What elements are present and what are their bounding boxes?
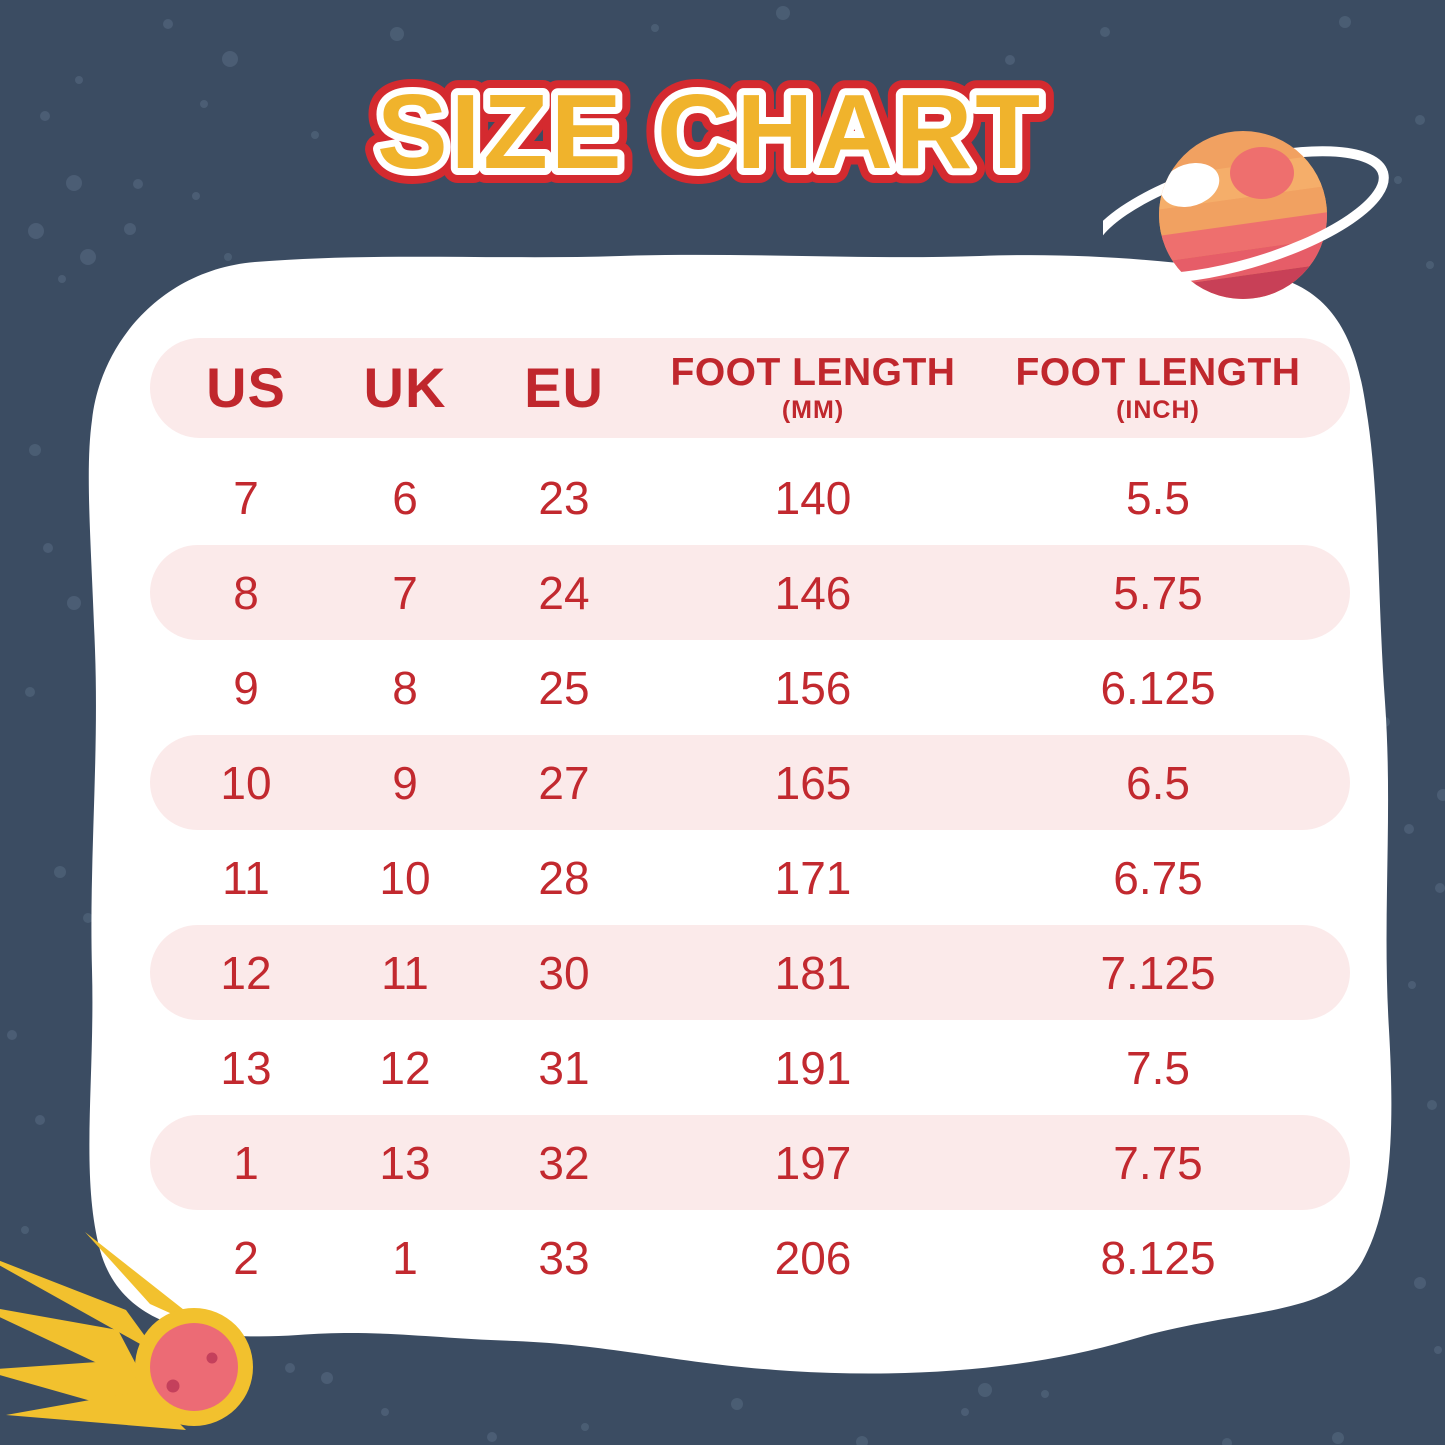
cell-eu: 24	[538, 566, 590, 619]
cell-eu: 30	[538, 946, 590, 999]
planet-icon	[1103, 131, 1389, 299]
cell-eu: 32	[538, 1136, 590, 1189]
cell-us: 11	[222, 851, 270, 904]
cell-mm: 191	[774, 1041, 852, 1094]
cell-eu: 25	[538, 661, 590, 714]
cell-mm: 171	[774, 851, 852, 904]
cell-inch: 6.5	[1126, 756, 1190, 809]
header-foot-length-mm: FOOT LENGTH (MM)	[660, 353, 966, 423]
cell-us: 13	[220, 1041, 272, 1094]
header-us: US	[150, 360, 342, 416]
cell-inch: 6.75	[1113, 851, 1203, 904]
header-foot-length-mm-label: FOOT LENGTH	[670, 351, 956, 394]
cell-inch: 8.125	[1100, 1231, 1216, 1284]
table-row: 10 9 27 165 6.5	[150, 735, 1350, 830]
comet-icon	[0, 1232, 253, 1430]
cell-uk: 12	[379, 1041, 431, 1094]
title-text: SIZE CHART	[377, 73, 1043, 191]
cell-mm: 146	[774, 566, 852, 619]
cell-us: 9	[233, 661, 259, 714]
cell-mm: 181	[774, 946, 852, 999]
header-foot-length-inch-unit: (INCH)	[1116, 396, 1200, 424]
cell-eu: 33	[538, 1231, 590, 1284]
cell-uk: 7	[392, 566, 418, 619]
cell-inch: 7.5	[1126, 1041, 1190, 1094]
title-outline-red: SIZE CHART	[377, 73, 1043, 191]
header-foot-length-inch-label: FOOT LENGTH	[1015, 351, 1301, 394]
cell-us: 12	[220, 946, 272, 999]
header-uk: UK	[342, 360, 468, 416]
header-us-label: US	[206, 356, 286, 419]
table-row: 9 8 25 156 6.125	[150, 640, 1350, 735]
cell-mm: 165	[774, 756, 852, 809]
table-row: 8 7 24 146 5.75	[150, 545, 1350, 640]
cell-mm: 197	[774, 1136, 852, 1189]
cell-inch: 5.5	[1126, 471, 1190, 524]
table-row: 1 13 32 197 7.75	[150, 1115, 1350, 1210]
cell-uk: 1	[392, 1231, 418, 1284]
header-foot-length-inch: FOOT LENGTH (INCH)	[966, 353, 1350, 423]
cell-eu: 27	[538, 756, 590, 809]
cell-inch: 7.125	[1100, 946, 1216, 999]
cell-uk: 9	[392, 756, 418, 809]
cell-mm: 156	[774, 661, 852, 714]
cell-uk: 10	[379, 851, 431, 904]
table-row: 11 10 28 171 6.75	[150, 830, 1350, 925]
header-eu-label: EU	[524, 356, 604, 419]
cell-inch: 6.125	[1100, 661, 1216, 714]
cell-us: 1	[233, 1136, 259, 1189]
size-table: US UK EU FOOT LENGTH (MM) FOOT LENGTH (I…	[150, 338, 1350, 1305]
cell-uk: 8	[392, 661, 418, 714]
page-title: SIZE CHART SIZE CHART SIZE CHART	[362, 58, 1055, 206]
cell-us: 7	[233, 471, 259, 524]
header-uk-label: UK	[363, 356, 447, 419]
cell-uk: 13	[379, 1136, 431, 1189]
cell-eu: 31	[538, 1041, 590, 1094]
header-foot-length-mm-unit: (MM)	[781, 396, 845, 424]
table-row: 13 12 31 191 7.5	[150, 1020, 1350, 1115]
cell-inch: 7.75	[1113, 1136, 1203, 1189]
cell-inch: 5.75	[1113, 566, 1203, 619]
cell-eu: 23	[538, 471, 590, 524]
table-row: 7 6 23 140 5.5	[150, 450, 1350, 545]
cell-eu: 28	[538, 851, 590, 904]
cell-us: 2	[233, 1231, 259, 1284]
table-row: 12 11 30 181 7.125	[150, 925, 1350, 1020]
table-row: 2 1 33 206 8.125	[150, 1210, 1350, 1305]
header-eu: EU	[468, 360, 660, 416]
cell-us: 10	[220, 756, 272, 809]
cell-uk: 6	[392, 471, 418, 524]
cell-mm: 206	[774, 1231, 852, 1284]
cell-us: 8	[233, 566, 259, 619]
cell-uk: 11	[381, 946, 429, 999]
title-outline-white: SIZE CHART	[377, 73, 1043, 191]
table-body: 7 6 23 140 5.5 8 7 24 146 5.75 9 8 25 15…	[150, 450, 1350, 1305]
table-header-row: US UK EU FOOT LENGTH (MM) FOOT LENGTH (I…	[150, 338, 1350, 438]
cell-mm: 140	[774, 471, 852, 524]
